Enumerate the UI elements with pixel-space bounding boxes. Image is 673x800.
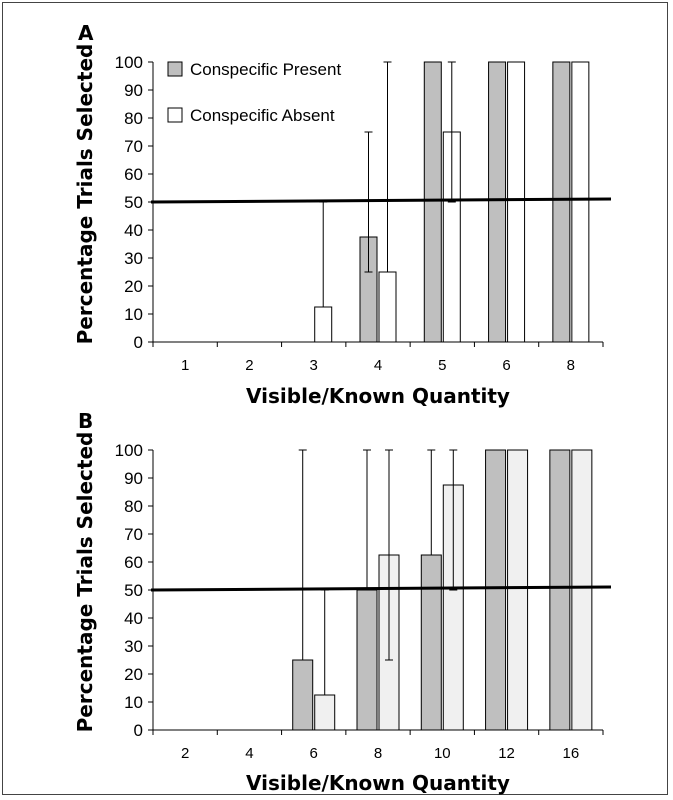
x-tick-label: 4 bbox=[374, 357, 382, 374]
bar bbox=[423, 61, 442, 343]
bar bbox=[549, 449, 571, 731]
y-tick-label: 30 bbox=[124, 637, 143, 656]
legend-swatch bbox=[167, 107, 183, 123]
bar bbox=[488, 61, 507, 343]
y-tick-label: 20 bbox=[124, 665, 143, 684]
x-tick-label: 2 bbox=[245, 357, 253, 374]
x-tick-label: 5 bbox=[438, 357, 446, 374]
x-tick-label: 12 bbox=[498, 745, 515, 762]
y-tick-label: 60 bbox=[124, 553, 143, 572]
y-tick-label: 90 bbox=[124, 81, 143, 100]
x-tick-label: 8 bbox=[374, 745, 382, 762]
y-tick-label: 0 bbox=[134, 333, 143, 352]
y-tick-label: 20 bbox=[124, 277, 143, 296]
bar bbox=[485, 449, 507, 731]
y-tick-label: 80 bbox=[124, 109, 143, 128]
y-axis-title: Percentage Trials Selected bbox=[73, 44, 97, 345]
y-axis-title: Percentage Trials Selected bbox=[73, 432, 97, 733]
reference-line bbox=[150, 197, 612, 204]
legend-label: Conspecific Present bbox=[190, 60, 341, 79]
y-tick-label: 40 bbox=[124, 609, 143, 628]
bar bbox=[378, 271, 397, 343]
bar bbox=[552, 61, 571, 343]
bar bbox=[420, 554, 442, 731]
y-tick-label: 10 bbox=[124, 693, 143, 712]
y-tick-label: 100 bbox=[115, 53, 143, 72]
x-tick-label: 1 bbox=[181, 357, 189, 374]
x-tick-label: 8 bbox=[567, 357, 575, 374]
x-tick-label: 6 bbox=[502, 357, 510, 374]
y-tick-label: 50 bbox=[124, 193, 143, 212]
x-axis-title: Visible/Known Quantity bbox=[246, 384, 510, 408]
reference-line bbox=[150, 585, 612, 592]
x-tick-label: 4 bbox=[245, 745, 253, 762]
legend-label: Conspecific Absent bbox=[190, 106, 335, 125]
bar bbox=[314, 306, 333, 343]
x-axis-title: Visible/Known Quantity bbox=[246, 771, 510, 795]
panel-label: A bbox=[78, 21, 94, 45]
y-tick-label: 10 bbox=[124, 305, 143, 324]
x-tick-label: 3 bbox=[310, 357, 318, 374]
y-tick-label: 30 bbox=[124, 249, 143, 268]
y-tick-label: 90 bbox=[124, 469, 143, 488]
y-tick-label: 70 bbox=[124, 137, 143, 156]
bar bbox=[571, 61, 590, 343]
x-tick-label: 2 bbox=[181, 745, 189, 762]
bar bbox=[356, 589, 378, 731]
y-tick-label: 60 bbox=[124, 165, 143, 184]
y-tick-label: 0 bbox=[134, 721, 143, 740]
bar bbox=[507, 449, 529, 731]
legend-swatch bbox=[167, 61, 183, 77]
bar bbox=[507, 61, 526, 343]
y-tick-label: 70 bbox=[124, 525, 143, 544]
x-tick-label: 16 bbox=[563, 745, 580, 762]
y-tick-label: 80 bbox=[124, 497, 143, 516]
x-tick-label: 10 bbox=[434, 745, 451, 762]
bar bbox=[292, 659, 314, 731]
bar bbox=[571, 449, 593, 731]
y-tick-label: 50 bbox=[124, 581, 143, 600]
bar bbox=[314, 694, 336, 731]
x-tick-label: 6 bbox=[310, 745, 318, 762]
y-tick-label: 100 bbox=[115, 441, 143, 460]
panel-label: B bbox=[78, 409, 93, 433]
y-tick-label: 40 bbox=[124, 221, 143, 240]
